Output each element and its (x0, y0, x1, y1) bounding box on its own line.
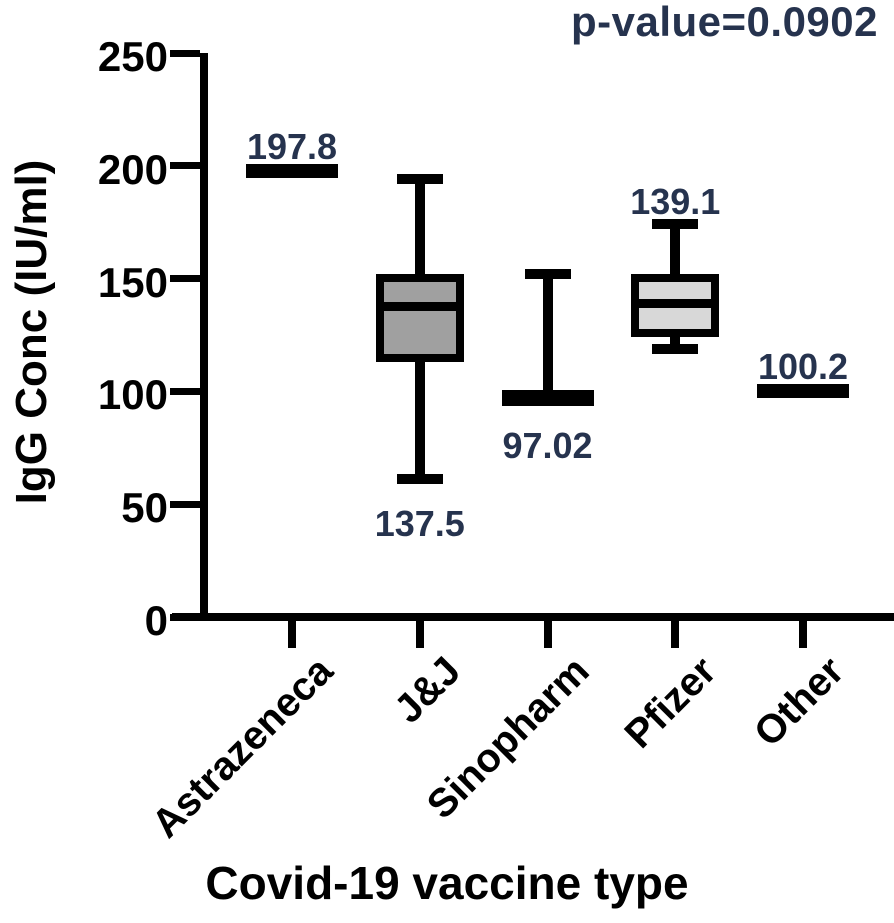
y-axis-tick (170, 49, 200, 57)
y-axis-tick (170, 162, 200, 170)
y-axis-tick (170, 387, 200, 395)
x-tick-label: Other (746, 648, 853, 756)
x-axis-tick (415, 621, 424, 648)
x-axis-line (172, 613, 894, 621)
x-axis-title: Covid-19 vaccine type (205, 857, 689, 909)
whisker-line-top (414, 179, 425, 275)
y-tick-label: 250 (97, 33, 168, 80)
y-axis-tick (170, 613, 200, 621)
whisker-cap-bottom (652, 343, 699, 354)
y-tick-label: 150 (97, 258, 168, 306)
whisker-line-bottom (414, 362, 425, 480)
median-bar (501, 390, 594, 407)
y-axis-line (200, 53, 208, 621)
value-label: 139.1 (630, 181, 721, 223)
value-label: 137.5 (374, 503, 465, 545)
value-label: 197.8 (246, 125, 338, 167)
y-axis-tick (170, 500, 200, 508)
value-label: 100.2 (757, 345, 849, 387)
y-tick-label: 0 (144, 597, 168, 644)
p-value-annotation: p-value=0.0902 (570, 0, 878, 45)
whisker-line (542, 274, 553, 399)
whisker-line-bottom (670, 337, 681, 349)
whisker-cap-bottom (396, 474, 443, 485)
box-iqr (375, 274, 464, 363)
x-axis-tick (288, 621, 296, 648)
y-tick-label: 200 (97, 145, 168, 193)
median-line (639, 298, 712, 308)
y-tick-label: 100 (97, 371, 168, 419)
median-bar (757, 383, 849, 398)
x-tick-label: Astrazeneca (143, 648, 342, 847)
x-tick-label: J&J (386, 648, 470, 732)
median-line (383, 302, 456, 312)
y-axis-tick (170, 275, 200, 283)
value-label: 97.02 (502, 425, 593, 467)
x-axis-tick (799, 621, 807, 648)
y-tick-label: 50 (121, 484, 168, 532)
median-bar (246, 163, 338, 178)
x-axis-tick (671, 621, 680, 648)
x-tick-label: Pfizer (616, 648, 725, 757)
x-axis-tick (543, 621, 552, 648)
whisker-line-top (670, 224, 681, 275)
